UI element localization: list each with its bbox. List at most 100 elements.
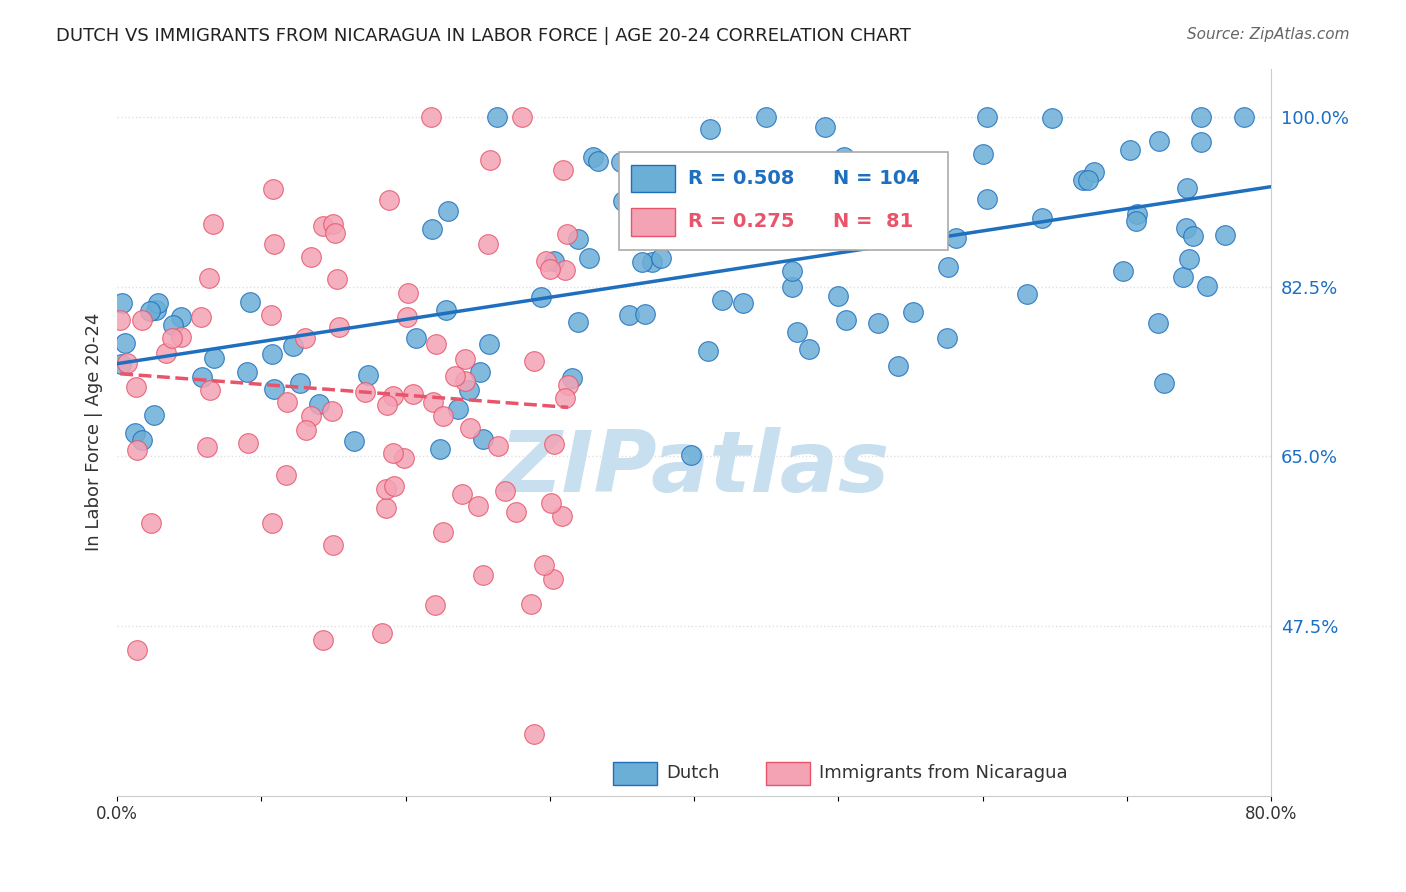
Y-axis label: In Labor Force | Age 20-24: In Labor Force | Age 20-24 xyxy=(86,313,103,551)
Point xyxy=(453,351,475,366)
Point xyxy=(520,597,543,611)
Point xyxy=(190,310,212,324)
Point xyxy=(543,437,565,451)
Point xyxy=(198,270,221,285)
Point xyxy=(1233,110,1256,124)
Point xyxy=(494,483,516,498)
Point xyxy=(554,263,576,277)
Point xyxy=(357,368,380,382)
Point xyxy=(1147,134,1170,148)
Point xyxy=(510,110,533,124)
Point xyxy=(538,262,561,277)
Point xyxy=(681,448,703,462)
Point xyxy=(523,354,546,368)
Point xyxy=(125,643,148,657)
Point xyxy=(148,295,170,310)
Text: Immigrants from Nicaragua: Immigrants from Nicaragua xyxy=(818,764,1067,782)
Point xyxy=(557,378,579,392)
Point xyxy=(976,192,998,206)
FancyBboxPatch shape xyxy=(619,153,948,251)
Point xyxy=(454,374,477,388)
FancyBboxPatch shape xyxy=(631,164,675,192)
Point xyxy=(832,150,855,164)
Point xyxy=(381,446,404,460)
Point xyxy=(392,450,415,465)
Point xyxy=(780,280,803,294)
Point xyxy=(198,383,221,397)
Point xyxy=(1175,220,1198,235)
Point xyxy=(901,304,924,318)
Point xyxy=(543,254,565,268)
Point xyxy=(382,479,405,493)
Point xyxy=(617,308,640,322)
Point xyxy=(458,384,481,398)
Point xyxy=(1173,270,1195,285)
Point xyxy=(321,404,343,418)
Point xyxy=(239,294,262,309)
Point xyxy=(294,331,316,345)
Point xyxy=(486,439,509,453)
Point xyxy=(859,207,882,221)
Point xyxy=(125,442,148,457)
Point xyxy=(420,222,443,236)
Point xyxy=(295,423,318,437)
Point xyxy=(936,331,959,345)
Point xyxy=(325,226,347,240)
Point xyxy=(1083,165,1105,179)
Point xyxy=(263,382,285,396)
Point xyxy=(378,193,401,207)
Point xyxy=(1112,264,1135,278)
Point xyxy=(1189,110,1212,124)
Point xyxy=(326,272,349,286)
Point xyxy=(1125,214,1147,228)
Point xyxy=(142,408,165,422)
Point xyxy=(312,219,335,233)
Point xyxy=(402,387,425,401)
Point xyxy=(429,442,451,456)
Point xyxy=(141,516,163,530)
Point xyxy=(281,339,304,353)
Point xyxy=(567,232,589,246)
Point xyxy=(238,436,260,450)
Point xyxy=(139,304,162,318)
Point xyxy=(381,389,404,403)
Point xyxy=(162,331,184,345)
Point xyxy=(396,286,419,301)
Point xyxy=(125,380,148,394)
Point xyxy=(190,370,212,384)
Text: Source: ZipAtlas.com: Source: ZipAtlas.com xyxy=(1187,27,1350,42)
Point xyxy=(276,467,298,482)
Point xyxy=(936,260,959,274)
Point xyxy=(145,302,167,317)
Point xyxy=(1213,227,1236,242)
Point xyxy=(1146,317,1168,331)
Point xyxy=(114,335,136,350)
Point xyxy=(786,325,808,339)
Point xyxy=(530,290,553,304)
Point xyxy=(432,525,454,540)
Point xyxy=(458,421,481,435)
Point xyxy=(782,264,804,278)
Point xyxy=(554,391,576,405)
Point xyxy=(634,307,657,321)
Text: N = 104: N = 104 xyxy=(832,169,920,188)
Point xyxy=(260,347,283,361)
FancyBboxPatch shape xyxy=(766,762,810,785)
Point xyxy=(540,496,562,510)
Point xyxy=(834,312,856,326)
Point xyxy=(866,316,889,330)
Point xyxy=(551,163,574,178)
Point xyxy=(371,625,394,640)
Point xyxy=(534,254,557,268)
Point xyxy=(478,337,501,351)
Point xyxy=(533,558,555,573)
Point xyxy=(202,351,225,365)
Point xyxy=(468,365,491,379)
Point xyxy=(354,384,377,399)
Point xyxy=(972,147,994,161)
Point xyxy=(450,487,472,501)
Point xyxy=(477,236,499,251)
Point xyxy=(799,343,821,357)
Point xyxy=(422,395,444,409)
Point xyxy=(886,359,908,373)
